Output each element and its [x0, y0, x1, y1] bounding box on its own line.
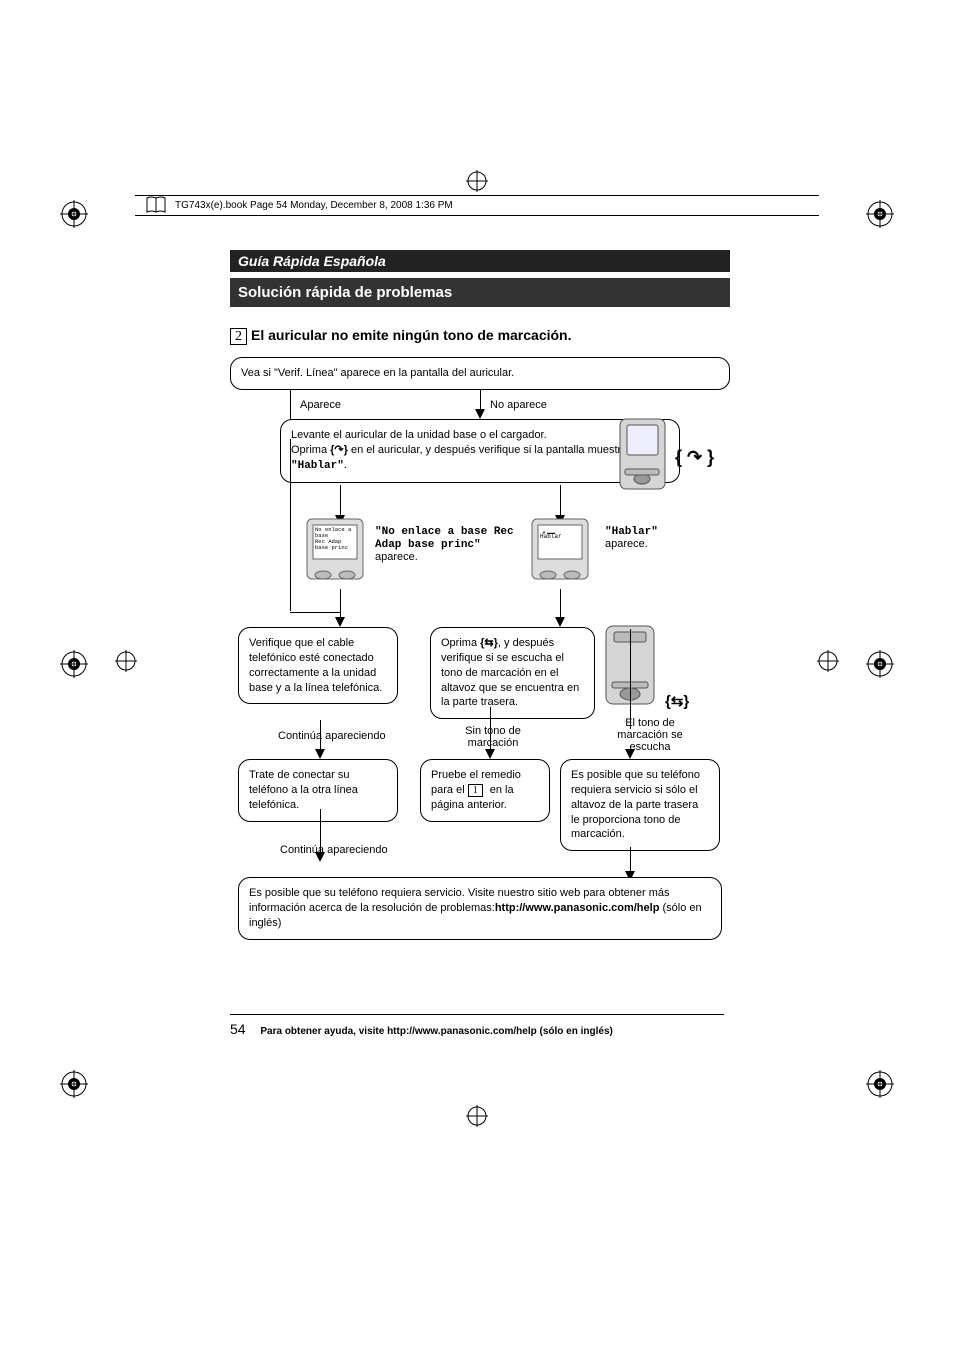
flow-text: Oprima — [441, 637, 480, 649]
footer-help-text: Para obtener ayuda, visite http://www.pa… — [260, 1026, 612, 1037]
help-url: http://www.panasonic.com/help — [495, 902, 660, 914]
flow-line — [340, 589, 341, 619]
registration-target-icon — [817, 650, 839, 672]
label-continua-1: Continúa apareciendo — [278, 730, 386, 742]
arrow-down-icon — [475, 409, 485, 419]
step-number: 2 — [230, 328, 247, 345]
flow-text: Oprima {↷} en el auricular, y después ve… — [291, 443, 669, 474]
flow-box-press-speaker: Oprima {⇆}, y después verifique si se es… — [430, 627, 595, 719]
flow-box-try-remedy-1: Pruebe el remedio para el 1 en la página… — [420, 759, 550, 822]
flow-line — [630, 629, 631, 729]
handset-screen-hablar-icon: ▼ ▬▬ Hablar — [530, 517, 590, 594]
flow-line — [290, 612, 340, 613]
crop-mark-icon — [866, 200, 894, 228]
flow-line — [630, 847, 631, 873]
arrow-down-icon — [485, 749, 495, 759]
book-icon — [145, 194, 167, 216]
crop-mark-icon — [866, 1070, 894, 1098]
flow-box-check-verif-linea: Vea si "Verif. Línea" aparece en la pant… — [230, 357, 730, 390]
handset-illustration-icon — [615, 417, 670, 502]
flow-box-speaker-service: Es posible que su teléfono requiera serv… — [560, 759, 720, 851]
flow-text: Verifique que el cable telefónico esté c… — [249, 637, 382, 694]
caption-no-enlace: "No enlace a base Rec Adap base princ" a… — [375, 525, 520, 563]
flow-text: Trate de conectar su teléfono a la otra … — [249, 769, 358, 811]
label-appears: Aparece — [300, 399, 341, 411]
remedy-number: 1 — [468, 784, 483, 797]
screen-text: Hablar — [540, 533, 562, 540]
speaker-key-icon: {⇆} — [665, 692, 689, 710]
screen-text: base princ — [315, 545, 365, 551]
flow-line — [340, 485, 341, 517]
flow-line — [560, 589, 561, 619]
flow-box-verify-cable: Verifique que el cable telefónico esté c… — [238, 627, 398, 704]
page-footer: 54 Para obtener ayuda, visite http://www… — [230, 1014, 724, 1037]
handset-screen-noenlace-icon: No enlace a base Rec Adap base princ — [305, 517, 365, 594]
registration-target-icon — [466, 1105, 488, 1127]
registration-target-icon — [115, 650, 137, 672]
flow-text: Vea si "Verif. Línea" aparece en la pant… — [241, 367, 514, 379]
header-text: TG743x(e).book Page 54 Monday, December … — [175, 200, 453, 211]
talk-key-icon: { ↷ } — [675, 447, 714, 468]
crop-mark-icon — [60, 200, 88, 228]
arrow-down-icon — [555, 617, 565, 627]
flow-text: Es posible que su teléfono requiera serv… — [571, 769, 700, 840]
page-title: Solución rápida de problemas — [230, 278, 730, 307]
flow-box-require-service: Es posible que su teléfono requiera serv… — [238, 877, 722, 940]
header-rule — [135, 195, 819, 196]
caption-hablar: "Hablar" aparece. — [605, 525, 695, 550]
arrow-down-icon — [335, 617, 345, 627]
flow-line — [480, 389, 481, 411]
section-header: Guía Rápida Española — [230, 250, 730, 272]
label-not-appears: No aparece — [490, 399, 547, 411]
step-title: El auricular no emite ningún tono de mar… — [251, 327, 572, 343]
arrow-down-icon — [315, 749, 325, 759]
registration-target-icon — [466, 170, 488, 192]
flow-line — [290, 439, 291, 611]
header-rule — [135, 215, 819, 216]
crop-mark-icon — [866, 650, 894, 678]
step-heading: 2El auricular no emite ningún tono de ma… — [230, 327, 730, 345]
label-sin-tono: Sin tono de marcación — [448, 725, 538, 749]
label-tono-escucha: El tono de marcación se escucha — [600, 717, 700, 753]
crop-mark-icon — [60, 650, 88, 678]
flow-line — [560, 485, 561, 517]
crop-mark-icon — [60, 1070, 88, 1098]
flow-box-try-other-line: Trate de conectar su teléfono a la otra … — [238, 759, 398, 822]
label-continua-2: Continúa apareciendo — [280, 844, 388, 856]
flow-text: Levante el auricular de la unidad base o… — [291, 428, 669, 443]
page-number: 54 — [230, 1021, 246, 1037]
